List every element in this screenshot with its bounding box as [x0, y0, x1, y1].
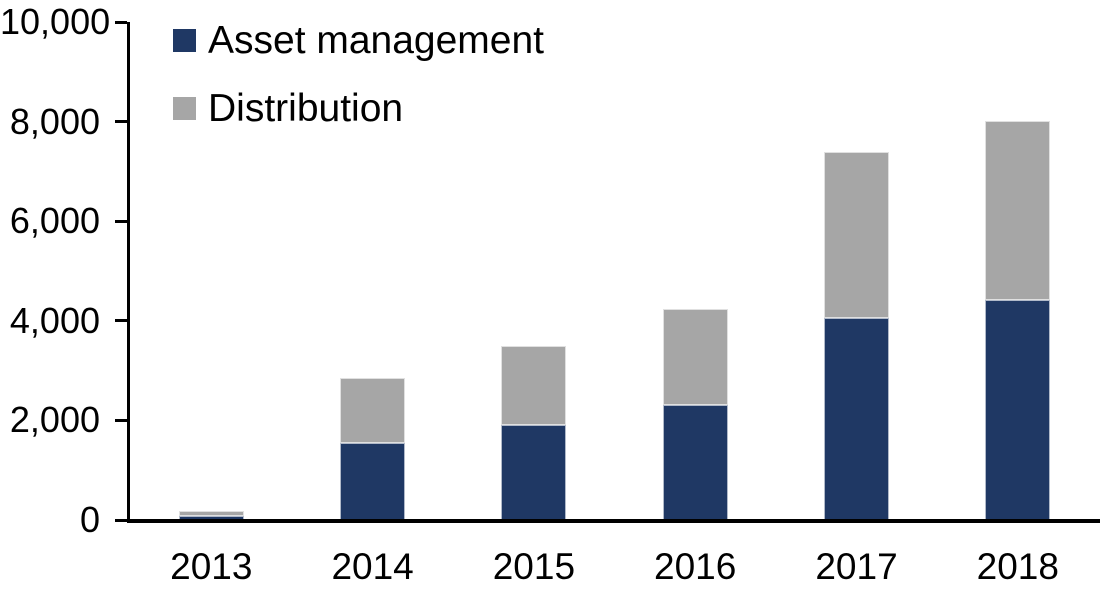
bar-2016-asset-management-segment [662, 404, 728, 520]
y-tick-label-4000: 4,000 [9, 299, 100, 341]
y-tick-label-6000: 6,000 [9, 200, 100, 242]
asset-management-swatch-icon [173, 28, 196, 52]
y-tick-label-8000: 8,000 [9, 100, 100, 142]
x-axis-line [127, 519, 1100, 523]
y-axis-tick-6000 [115, 219, 127, 223]
y-tick-label-2000: 2,000 [9, 399, 100, 441]
legend-label-asset-management: Asset management [208, 18, 545, 62]
bar-2018-distribution-segment [985, 120, 1051, 301]
distribution-swatch-icon [173, 96, 196, 120]
bar-2015-distribution-segment [501, 345, 567, 426]
y-axis-tick-4000 [115, 319, 127, 323]
bar-2017-distribution-segment [824, 151, 889, 319]
y-tick-label-10000: 10,000 [0, 1, 111, 43]
bar-2015-asset-management-segment [501, 425, 567, 520]
bar-2017-asset-management-segment [824, 318, 889, 520]
y-axis-tick-8000 [115, 120, 127, 124]
x-tick-label-2014: 2014 [331, 546, 414, 587]
bar-2014-distribution-segment [340, 378, 406, 443]
legend-item-distribution: Distribution [173, 85, 403, 131]
bar-2018-asset-management-segment [985, 300, 1051, 520]
x-tick-label-2016: 2016 [654, 546, 737, 587]
legend-label-distribution: Distribution [208, 86, 404, 130]
bar-2014-asset-management-segment [340, 442, 406, 520]
x-tick-label-2018: 2018 [976, 546, 1059, 587]
bar-2016-distribution-segment [662, 308, 728, 405]
y-tick-label-0: 0 [79, 499, 100, 540]
y-axis-tick-2000 [115, 418, 127, 422]
y-axis-tick-10000 [115, 20, 127, 24]
bar-2013-distribution-segment [178, 510, 244, 516]
y-axis-line [127, 22, 130, 523]
x-tick-label-2015: 2015 [492, 546, 576, 587]
y-axis-tick-0 [115, 518, 127, 522]
x-tick-label-2013: 2013 [170, 546, 253, 587]
x-tick-label-2017: 2017 [815, 546, 898, 587]
legend-item-asset-management: Asset management [173, 17, 544, 63]
